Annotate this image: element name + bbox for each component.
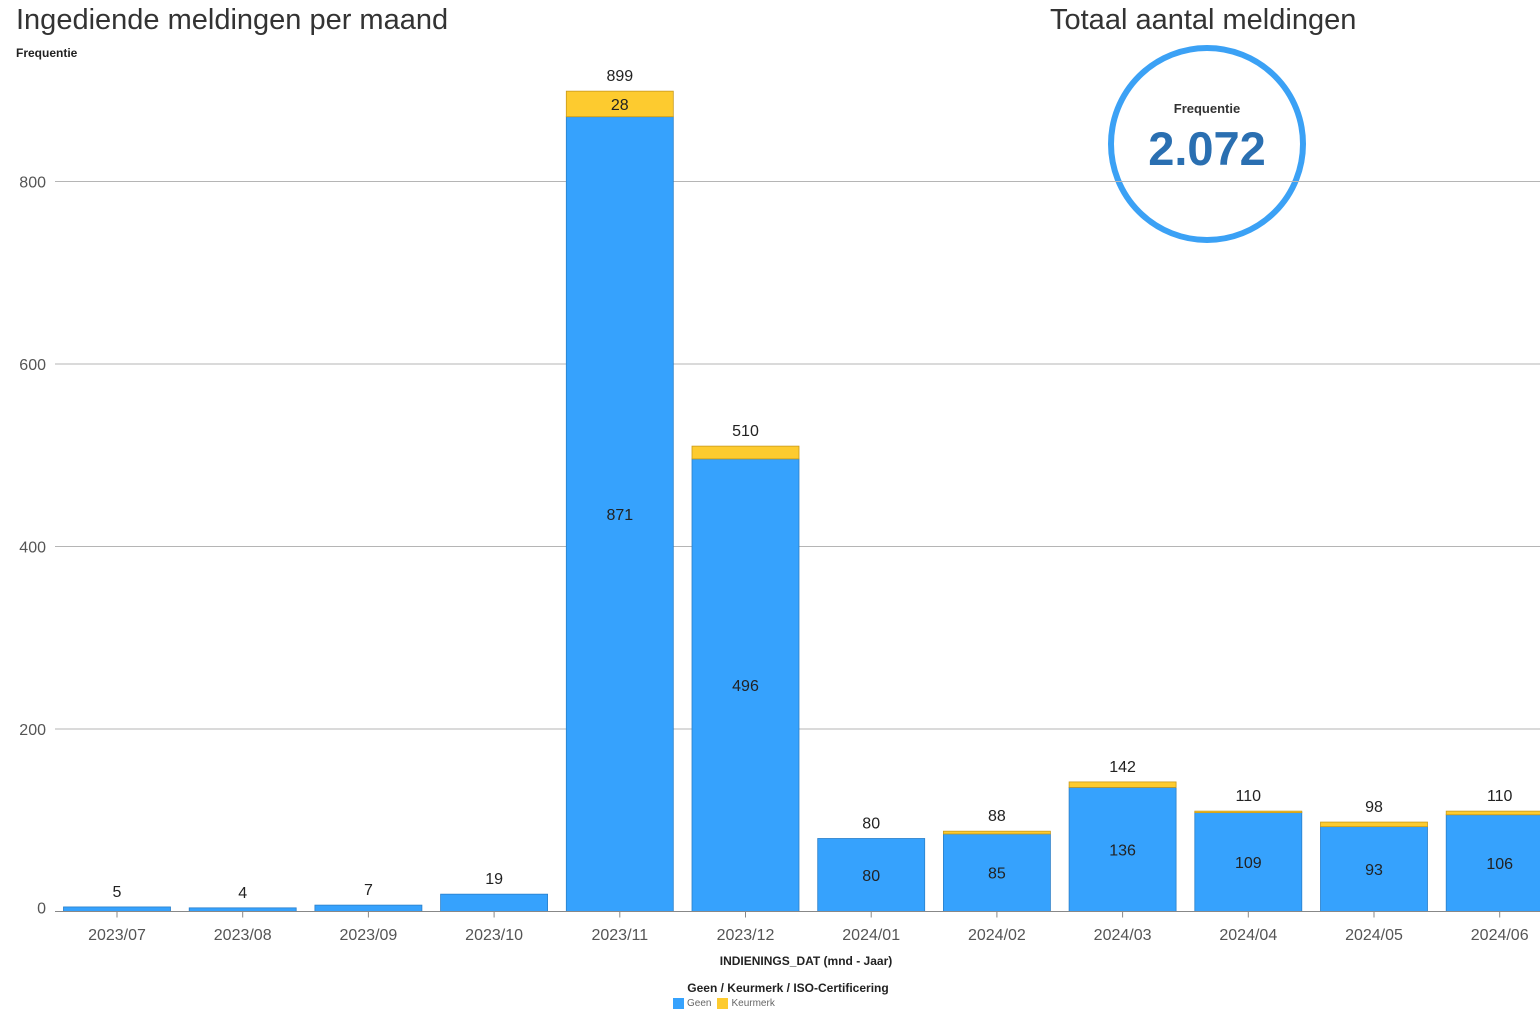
bar-segment-keurmerk <box>1445 810 1540 816</box>
x-tick-label: 2024/05 <box>1345 927 1403 944</box>
bar-segment-keurmerk <box>565 90 674 118</box>
bar-segment-geen <box>943 833 1051 912</box>
bar-total-label: 510 <box>732 423 759 440</box>
segment-label-geen: 106 <box>1486 856 1513 873</box>
segment-label-geen: 85 <box>988 866 1006 883</box>
segment-label-geen: 871 <box>606 507 633 524</box>
kpi-title: Totaal aantal meldingen <box>1050 4 1357 36</box>
bar-segment-geen <box>188 907 297 912</box>
x-tick-label: 2023/11 <box>591 927 648 944</box>
bar-segment-keurmerk <box>943 830 1051 835</box>
kpi-label: Frequentie <box>1173 101 1241 116</box>
bar-segment-keurmerk <box>1068 781 1177 788</box>
bar-segment-geen <box>1194 811 1303 912</box>
y-axis-title: Frequentie <box>16 46 78 60</box>
bar-total-label: 98 <box>1365 799 1383 816</box>
bar-segment-geen <box>691 458 800 912</box>
bar-segment-geen <box>1068 787 1177 912</box>
y-tick-label: 0 <box>37 901 46 918</box>
bar-total-label: 88 <box>988 808 1006 825</box>
x-tick-label: 2023/12 <box>717 927 775 944</box>
x-tick-label: 2023/10 <box>465 927 523 944</box>
legend-label-keurmerk: Keurmerk <box>731 998 775 1009</box>
legend-swatch-keurmerk <box>717 998 729 1009</box>
x-tick-label: 2023/09 <box>339 927 397 944</box>
x-tick-label: 2024/01 <box>842 927 900 944</box>
x-tick-label: 2024/06 <box>1471 927 1529 944</box>
chart-title: Ingediende meldingen per maand <box>16 4 449 36</box>
bar-total-label: 899 <box>606 68 633 85</box>
x-tick-label: 2024/04 <box>1219 927 1277 944</box>
bar-segment-geen <box>817 838 926 912</box>
segment-label-geen: 109 <box>1235 855 1262 872</box>
legend-swatch-geen <box>673 998 684 1009</box>
bar-segment-geen <box>63 906 171 912</box>
segment-label-geen: 136 <box>1109 842 1136 859</box>
bar-total-label: 19 <box>485 871 503 888</box>
x-tick-label: 2023/07 <box>88 927 146 944</box>
legend-label-geen: Geen <box>687 998 712 1009</box>
bar-total-label: 80 <box>862 816 880 833</box>
bar-total-label: 110 <box>1487 788 1513 805</box>
bar-segment-geen <box>440 893 549 912</box>
bar-total-label: 110 <box>1236 788 1262 805</box>
segment-label-geen: 80 <box>862 868 880 885</box>
legend-item-keurmerk[interactable]: Keurmerk <box>717 998 775 1009</box>
kpi-ring: Frequentie 2.072 <box>1108 45 1306 243</box>
legend: Geen Keurmerk <box>673 998 775 1009</box>
bar-segment-geen <box>1320 826 1428 912</box>
bar-segment-geen <box>565 116 674 912</box>
bar-segment-geen <box>1445 814 1540 912</box>
x-axis-title: INDIENINGS_DAT (mnd - Jaar) <box>719 954 893 968</box>
bar-total-label: 142 <box>1109 759 1136 776</box>
kpi-value: 2.072 <box>1148 122 1266 175</box>
x-tick-label: 2023/08 <box>214 927 272 944</box>
legend-title: Geen / Keurmerk / ISO-Certificering <box>687 981 889 995</box>
bar-total-label: 5 <box>113 884 122 901</box>
bar-segment-keurmerk <box>1194 810 1303 814</box>
bar-total-label: 7 <box>364 882 373 899</box>
bar-segment-geen <box>314 904 423 912</box>
y-tick-label: 200 <box>19 722 46 739</box>
segment-label-geen: 496 <box>732 678 759 695</box>
y-tick-label: 400 <box>19 540 46 557</box>
x-tick-label: 2024/03 <box>1094 927 1152 944</box>
bar-chart: 0 200 400 600 800 5 2023/07 4 2023/08 7 2023/09 19 2… <box>19 68 1540 944</box>
x-tick-label: 2024/02 <box>968 927 1026 944</box>
segment-label-geen: 93 <box>1365 862 1383 879</box>
y-tick-label: 600 <box>19 357 46 374</box>
bar-total-label: 4 <box>238 885 247 902</box>
legend-item-geen[interactable]: Geen <box>673 998 711 1009</box>
y-tick-label: 800 <box>19 175 46 192</box>
segment-label-keurmerk: 28 <box>611 97 629 114</box>
bar-segment-keurmerk <box>691 445 800 460</box>
bar-segment-keurmerk <box>1320 821 1428 828</box>
